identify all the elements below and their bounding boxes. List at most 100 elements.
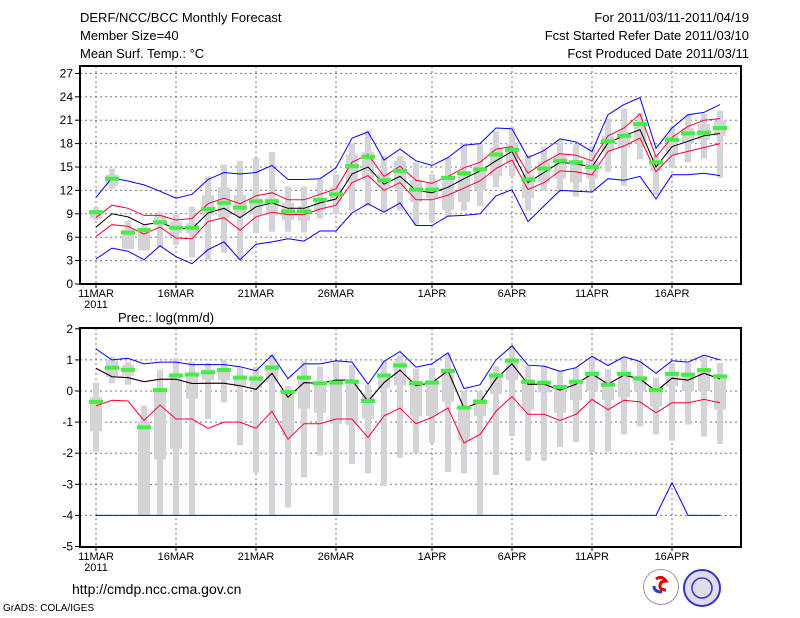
temp-box xyxy=(202,195,214,216)
temp-box xyxy=(634,124,646,144)
temp-xtick-label: 16MAR xyxy=(158,288,195,300)
temp-xtick-label: 11APR xyxy=(575,288,609,300)
precip-marker xyxy=(297,375,311,380)
temp-marker xyxy=(425,187,439,192)
precip-whisker xyxy=(445,353,451,472)
forecast-start-date: Fcst Started Refer Date 2011/03/10 xyxy=(544,28,749,43)
temp-marker xyxy=(137,228,151,233)
precip-marker xyxy=(201,370,215,375)
precip-whisker xyxy=(589,356,595,453)
precip-marker xyxy=(633,376,647,381)
temp-box xyxy=(586,160,598,179)
temp-xtick-label: 26MAR xyxy=(318,288,355,300)
precip-marker xyxy=(121,367,135,372)
temp-marker xyxy=(249,199,263,204)
temp-series-max xyxy=(95,96,721,199)
precip-whisker xyxy=(205,363,211,419)
precip-marker xyxy=(617,371,631,376)
precip-series-min xyxy=(96,481,720,516)
precip-whisker xyxy=(381,359,387,486)
precip-box xyxy=(618,372,630,398)
precip-xtick-label: 21MAR xyxy=(238,551,275,563)
temp-marker xyxy=(233,205,247,210)
precip-xtick-label: 11APR xyxy=(575,551,609,563)
precip-marker xyxy=(585,371,599,376)
precip-marker xyxy=(489,373,503,378)
temp-whisker xyxy=(653,154,659,196)
temp-marker xyxy=(457,171,471,176)
temp-box xyxy=(442,175,454,210)
temp-ytick-label: 0 xyxy=(66,277,73,291)
precip-box xyxy=(426,380,438,416)
temp-box xyxy=(314,198,326,210)
ncc-logo xyxy=(683,569,721,607)
precip-box xyxy=(346,380,358,426)
temp-marker xyxy=(313,197,327,202)
precip-ytick-label: 0 xyxy=(66,384,73,398)
precip-box xyxy=(90,397,102,432)
temp-series-mean xyxy=(95,128,721,230)
precip-marker xyxy=(185,372,199,377)
member-size: Member Size=40 xyxy=(80,28,179,43)
precip-whisker xyxy=(541,366,547,461)
bcc-logo xyxy=(643,569,679,605)
precip-whisker xyxy=(573,367,579,443)
variable-label: Mean Surf. Temp.: °C xyxy=(80,46,205,61)
temp-marker xyxy=(393,168,407,173)
precip-ytick-label: 1 xyxy=(66,353,73,367)
precip-box xyxy=(154,387,166,460)
precip-marker xyxy=(233,375,247,380)
temp-xtick-label: 11MAR xyxy=(78,288,114,300)
precip-box xyxy=(170,373,182,449)
temp-plot-frame xyxy=(79,65,742,285)
temp-marker xyxy=(505,147,519,152)
bcc-logo-icon xyxy=(652,575,669,594)
precip-whisker xyxy=(605,369,611,452)
temp-box xyxy=(346,154,358,183)
precip-marker xyxy=(697,368,711,373)
precip-whisker xyxy=(509,345,515,437)
temp-marker xyxy=(473,167,487,172)
chart-title: DERF/NCC/BCC Monthly Forecast xyxy=(80,10,282,25)
grads-credit: GrADS: COLA/IGES xyxy=(3,603,95,614)
precip-marker xyxy=(249,376,263,381)
precip-marker xyxy=(153,388,167,393)
temp-marker xyxy=(281,209,295,214)
website-url[interactable]: http://cmdp.ncc.cma.gov.cn xyxy=(72,581,242,597)
temp-ytick-label: 27 xyxy=(60,66,74,80)
precip-ytick-label: -4 xyxy=(62,508,73,522)
temp-marker xyxy=(121,230,135,235)
temp-xtick-label: 21MAR xyxy=(238,288,275,300)
precip-plot-frame xyxy=(79,327,742,548)
precip-marker xyxy=(89,399,103,404)
precip-series-max xyxy=(95,345,721,390)
precip-marker xyxy=(457,405,471,410)
temp-ytick-label: 9 xyxy=(66,207,73,221)
precip-whisker xyxy=(701,356,707,437)
precip-panel-title: Prec.: log(mm/d) xyxy=(118,310,215,325)
precip-marker xyxy=(425,380,439,385)
precip-box xyxy=(586,372,598,391)
precip-whisker xyxy=(397,355,403,458)
precip-marker xyxy=(313,381,327,386)
precip-series-lower xyxy=(95,395,721,444)
temp-marker xyxy=(89,210,103,215)
precip-marker xyxy=(665,371,679,376)
temp-xtick-label: 1APR xyxy=(418,288,447,300)
temp-marker xyxy=(345,164,359,169)
precip-marker xyxy=(137,425,151,430)
precip-marker xyxy=(441,368,455,373)
temp-xtick-label: 16APR xyxy=(655,288,690,300)
precip-marker xyxy=(105,365,119,370)
precip-box xyxy=(682,372,694,391)
precip-year-label: 2011 xyxy=(84,562,108,574)
precip-marker xyxy=(169,373,183,378)
precip-box xyxy=(538,381,550,393)
precip-marker xyxy=(713,374,727,379)
precip-whisker xyxy=(637,361,643,427)
precip-box xyxy=(698,370,710,391)
temp-marker xyxy=(665,137,679,142)
precip-xtick-label: 1APR xyxy=(418,551,447,563)
temp-ytick-label: 18 xyxy=(60,137,74,151)
precip-ytick-label: -1 xyxy=(62,415,73,429)
